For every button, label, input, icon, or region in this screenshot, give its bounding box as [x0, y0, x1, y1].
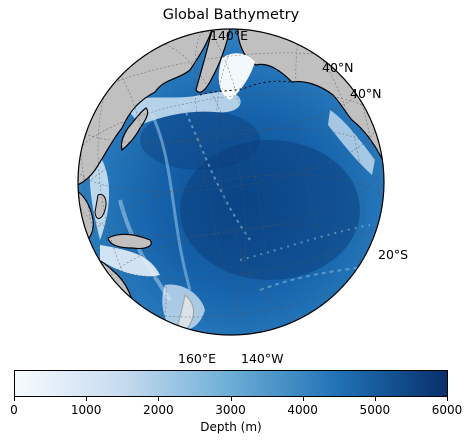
colorbar-tick — [14, 397, 15, 401]
depth-colorbar — [14, 370, 448, 397]
colorbar-tick-label: 2000 — [143, 403, 174, 417]
graticule-label-20s: 20°S — [378, 247, 409, 262]
colorbar-tick — [158, 397, 160, 401]
colorbar-tick-label: 5000 — [359, 403, 391, 417]
colorbar-tick — [447, 397, 448, 401]
colorbar-tick — [86, 397, 88, 401]
continental-shelf — [328, 110, 375, 175]
zealandia-shelf — [162, 284, 205, 331]
landmass-philippines — [94, 193, 107, 219]
graticule-label-160e-bottom: 160°E — [178, 351, 217, 366]
colorbar-label: Depth (m) — [200, 420, 262, 434]
colorbar-tick — [230, 397, 232, 401]
landmass-kamchatka — [195, 29, 233, 93]
graticule-label-40n-b: 40°N — [350, 86, 382, 101]
alaska-shelf — [218, 53, 255, 100]
map-title: Global Bathymetry — [162, 7, 300, 23]
colorbar-tick-label: 4000 — [287, 403, 318, 417]
deep-basin — [180, 140, 360, 280]
landmass-new-guinea — [107, 233, 152, 250]
colorbar-tick-label: 3000 — [215, 403, 246, 417]
colorbar-tick-label: 1000 — [70, 403, 102, 417]
globe-outline — [77, 28, 385, 336]
landmass-japan — [120, 107, 149, 152]
colorbar-tick-label: 6000 — [431, 403, 463, 417]
colorbar-tick-label: 0 — [10, 403, 18, 417]
graticule-label-40n-a: 40°N — [322, 60, 354, 75]
continental-shelf — [100, 245, 160, 277]
colorbar-tick — [374, 397, 376, 401]
graticule-label-140w-bottom: 140°W — [241, 351, 284, 366]
continental-shelf — [120, 90, 241, 125]
seamount-chain — [148, 109, 192, 291]
seamount-chain — [179, 99, 251, 241]
colorbar-tick — [302, 397, 304, 401]
aleutian-islands — [199, 80, 291, 96]
seamount-chain — [239, 224, 371, 261]
deep-basin — [140, 110, 260, 170]
graticule-label-140e-top: 140°E — [210, 28, 249, 43]
